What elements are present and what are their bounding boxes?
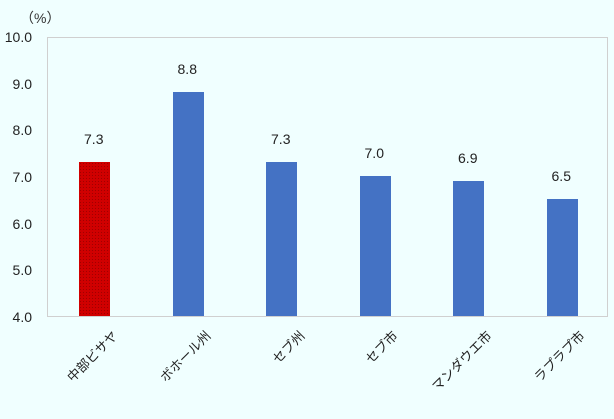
bar-4 <box>453 180 485 316</box>
y-tick-label: 4.0 <box>12 309 32 325</box>
bar-2 <box>266 162 298 316</box>
y-tick-label: 8.0 <box>12 122 32 139</box>
x-tick-label: 中部ビサヤ <box>63 328 121 385</box>
value-label: 6.9 <box>458 149 478 166</box>
plot-area <box>47 37 608 317</box>
value-label: 7.0 <box>364 145 384 161</box>
x-tick-label: マンダウエ市 <box>428 328 495 394</box>
y-tick-label: 5.0 <box>12 262 32 279</box>
value-label: 7.3 <box>84 131 104 147</box>
bar-1 <box>172 92 204 316</box>
x-tick-label: ボホール州 <box>157 328 214 385</box>
y-tick-label: 9.0 <box>12 75 32 92</box>
x-tick-label: ラプラプ市 <box>531 328 588 385</box>
y-tick-label: 7.0 <box>12 169 32 185</box>
value-label: 8.8 <box>177 61 197 77</box>
value-label: 7.3 <box>271 131 291 147</box>
y-tick-label: 10.0 <box>4 29 32 45</box>
bar-0 <box>79 162 111 316</box>
x-tick-label: セブ市 <box>362 328 401 367</box>
value-label: 6.5 <box>551 168 571 185</box>
x-tick-label: セブ州 <box>269 328 308 367</box>
y-axis-unit: （%） <box>20 10 61 26</box>
y-tick-label: 6.0 <box>12 215 32 232</box>
bar-5 <box>546 199 578 316</box>
bar-3 <box>359 176 391 316</box>
